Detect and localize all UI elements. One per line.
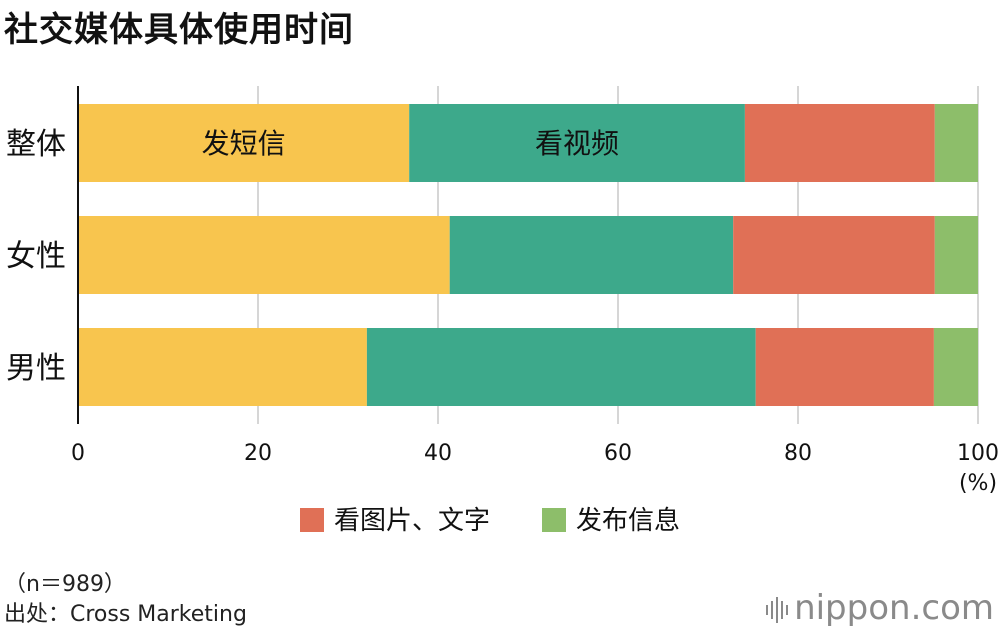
bar-inline-label: 发短信 bbox=[202, 127, 286, 160]
bar-segment bbox=[934, 216, 978, 294]
category-label: 女性 bbox=[6, 239, 66, 274]
legend-swatch bbox=[542, 508, 566, 532]
bar-segment bbox=[78, 328, 367, 406]
bar-segment bbox=[933, 328, 978, 406]
x-tick-label: 20 bbox=[244, 441, 272, 466]
brand-logo: nippon.com bbox=[766, 588, 994, 628]
legend-label: 发布信息 bbox=[576, 506, 680, 536]
brand-name: nippon.com bbox=[794, 588, 994, 628]
source-note: 出处：Cross Marketing bbox=[4, 602, 247, 627]
bar-segment bbox=[409, 104, 745, 182]
bars: 发短信 看视频 bbox=[78, 104, 978, 406]
x-tick-label: 60 bbox=[604, 441, 632, 466]
x-tick-label: 80 bbox=[784, 441, 812, 466]
legend-label: 看图片、文字 bbox=[334, 506, 490, 536]
bar-segment bbox=[755, 328, 934, 406]
bar-segment bbox=[744, 104, 935, 182]
legend: 看图片、文字 发布信息 bbox=[300, 506, 680, 536]
brand-bars-icon bbox=[766, 596, 789, 623]
category-label: 整体 bbox=[6, 127, 66, 162]
bar-segment bbox=[78, 216, 450, 294]
bar-inline-label: 看视频 bbox=[535, 127, 619, 160]
bar-segment bbox=[449, 216, 734, 294]
x-tick-label: 100 bbox=[957, 441, 999, 466]
bar-segment bbox=[366, 328, 756, 406]
x-tick-label: 40 bbox=[424, 441, 452, 466]
bar-segment bbox=[78, 104, 410, 182]
x-tick-label: 0 bbox=[71, 441, 85, 466]
x-unit-label: (%) bbox=[959, 471, 997, 496]
sample-size-note: （n＝989） bbox=[4, 572, 126, 597]
bar-segment bbox=[733, 216, 935, 294]
category-label: 男性 bbox=[6, 351, 66, 386]
bar-segment bbox=[934, 104, 978, 182]
chart-title: 社交媒体具体使用时间 bbox=[4, 10, 354, 50]
legend-swatch bbox=[300, 508, 324, 532]
